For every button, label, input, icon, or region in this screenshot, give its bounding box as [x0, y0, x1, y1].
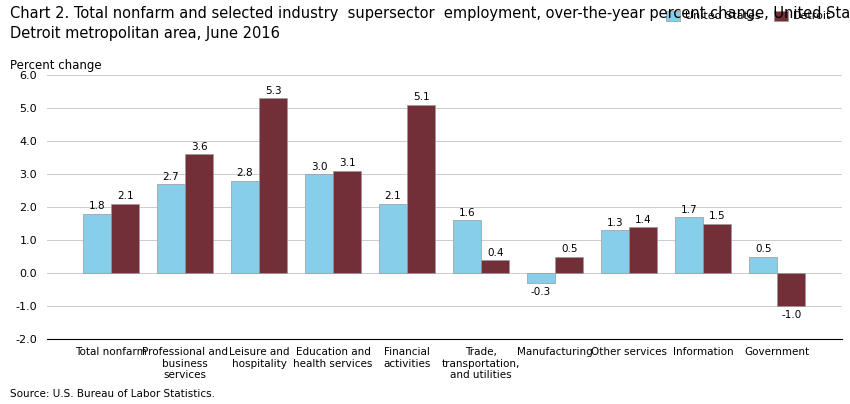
Bar: [481, 260, 509, 273]
Bar: [453, 220, 481, 273]
Text: -0.3: -0.3: [531, 287, 551, 297]
Text: 1.7: 1.7: [681, 205, 698, 215]
Bar: [157, 184, 185, 273]
Bar: [527, 273, 555, 283]
Text: 3.0: 3.0: [311, 162, 327, 172]
Text: Chart 2. Total nonfarm and selected industry  supersector  employment, over-the-: Chart 2. Total nonfarm and selected indu…: [10, 6, 850, 21]
Text: 3.1: 3.1: [339, 158, 355, 168]
Bar: [259, 98, 287, 273]
Text: 0.4: 0.4: [487, 248, 503, 258]
Text: 2.1: 2.1: [116, 191, 133, 202]
Bar: [333, 170, 361, 273]
Text: 2.8: 2.8: [236, 168, 253, 178]
Text: 1.5: 1.5: [709, 211, 726, 221]
Bar: [749, 257, 777, 273]
Bar: [83, 214, 111, 273]
Text: 5.3: 5.3: [265, 86, 281, 96]
Bar: [601, 230, 629, 273]
Text: 1.8: 1.8: [88, 201, 105, 211]
Bar: [675, 217, 703, 273]
Text: -1.0: -1.0: [781, 310, 802, 320]
Text: 1.3: 1.3: [607, 218, 623, 228]
Bar: [407, 105, 435, 273]
Text: 1.4: 1.4: [635, 215, 652, 225]
Text: 0.5: 0.5: [561, 244, 577, 255]
Text: Detroit metropolitan area, June 2016: Detroit metropolitan area, June 2016: [10, 26, 280, 41]
Text: 5.1: 5.1: [413, 92, 429, 102]
Bar: [379, 204, 407, 273]
Bar: [185, 154, 213, 273]
Text: 1.6: 1.6: [459, 208, 475, 218]
Text: Source: U.S. Bureau of Labor Statistics.: Source: U.S. Bureau of Labor Statistics.: [10, 389, 215, 399]
Text: 2.1: 2.1: [385, 191, 401, 202]
Bar: [231, 181, 259, 273]
Bar: [305, 174, 333, 273]
Bar: [629, 227, 657, 273]
Text: 3.6: 3.6: [190, 142, 207, 152]
Bar: [777, 273, 806, 306]
Text: 0.5: 0.5: [755, 244, 772, 255]
Bar: [111, 204, 139, 273]
Bar: [703, 223, 731, 273]
Bar: [555, 257, 583, 273]
Text: Percent change: Percent change: [10, 59, 102, 72]
Legend: United States, Detroit: United States, Detroit: [662, 6, 836, 26]
Text: 2.7: 2.7: [162, 172, 179, 181]
